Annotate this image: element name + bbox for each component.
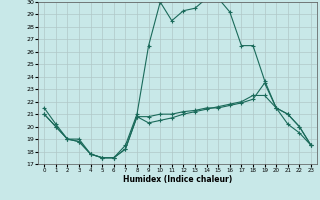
X-axis label: Humidex (Indice chaleur): Humidex (Indice chaleur) <box>123 175 232 184</box>
